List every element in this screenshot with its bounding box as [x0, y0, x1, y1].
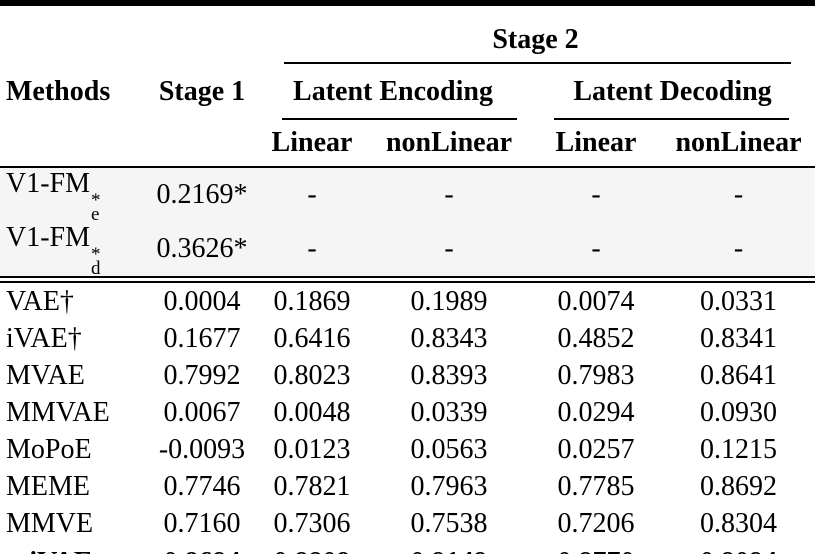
value-cell: 0.0930: [700, 396, 777, 428]
decoding-nonlinear-header: nonLinear: [662, 120, 815, 168]
table-row: MEME 0.7746 0.7821 0.7963 0.7785 0.8692: [0, 468, 815, 505]
value-cell: 0.0331: [700, 285, 777, 317]
section-divider: [0, 277, 815, 283]
value-cell: 0.1215: [700, 433, 777, 465]
value-cell: 0.9094: [662, 542, 815, 554]
value-cell: 0.1869: [273, 285, 351, 317]
stage2-header-row: Stage 2: [0, 3, 815, 64]
value-cell: -: [530, 222, 662, 278]
method-name: MEME: [6, 470, 90, 502]
value-cell: 0.7206: [557, 507, 635, 539]
value-cell: 0.7746: [163, 470, 241, 502]
value-cell: 0.0257: [557, 433, 635, 465]
value-cell: 0.8023: [273, 359, 351, 391]
table-row: VAE† 0.0004 0.1869 0.1989 0.0074 0.0331: [0, 282, 815, 320]
table-row: miVAE0.86940.88090.91490.87700.9094: [0, 542, 815, 554]
method-name: MoPoE: [6, 433, 92, 465]
table-row: MVAE 0.7992 0.8023 0.8393 0.7983 0.8641: [0, 357, 815, 394]
value-cell: 0.7538: [410, 507, 488, 539]
value-cell: 0.7992: [163, 359, 241, 391]
method-supsub: * e: [91, 190, 101, 225]
value-cell: 0.1677: [163, 322, 241, 354]
value-cell: 0.3626*: [148, 222, 256, 278]
value-cell: 0.8641: [700, 359, 777, 391]
subheader-row: Linear nonLinear Linear nonLinear: [0, 120, 815, 168]
decoding-linear-header: Linear: [530, 120, 662, 168]
value-cell: -: [530, 167, 662, 222]
value-cell: 0.8809: [256, 542, 368, 554]
stage1-header: Stage 1: [158, 76, 246, 107]
method-name: V1-FM * e: [0, 167, 148, 225]
table-row: V1-FM * d 0.3626* - - - -: [0, 222, 815, 279]
value-cell: 0.8343: [410, 322, 488, 354]
value-cell: 0.8770: [530, 542, 662, 554]
value-cell: 0.8692: [700, 470, 777, 502]
latent-encoding-header: Latent Encoding: [256, 64, 530, 120]
value-cell: 0.9149: [368, 542, 530, 554]
value-cell: 0.0294: [557, 396, 635, 428]
table-body: V1-FM * e 0.2169* - - - - V1-FM * d 0.3626* - - - - VAE†…: [0, 167, 815, 554]
method-name: VAE†: [6, 285, 74, 317]
value-cell: 0.0563: [410, 433, 488, 465]
value-cell: 0.8341: [700, 322, 777, 354]
value-cell: 0.0339: [410, 396, 488, 428]
method-name: MVAE: [6, 359, 85, 391]
value-cell: -: [256, 167, 368, 222]
value-cell: -: [368, 167, 530, 222]
value-cell: -: [368, 222, 530, 278]
section-divider-line: [0, 277, 815, 283]
method-supsub: * d: [91, 244, 101, 279]
table-row: iVAE† 0.1677 0.6416 0.8343 0.4852 0.8341: [0, 320, 815, 357]
method-name: MMVAE: [6, 396, 110, 428]
value-cell: -: [662, 222, 815, 278]
value-cell: 0.8304: [700, 507, 777, 539]
value-cell: 0.8393: [410, 359, 488, 391]
value-cell: 0.8694: [148, 542, 256, 554]
value-cell: 0.0074: [557, 285, 635, 317]
value-cell: 0.1989: [410, 285, 488, 317]
methods-header: Methods: [6, 76, 111, 107]
value-cell: -: [662, 167, 815, 222]
method-name: iVAE†: [6, 322, 82, 354]
value-cell: 0.7306: [273, 507, 351, 539]
value-cell: 0.0067: [163, 396, 241, 428]
method-name: V1-FM * d: [0, 222, 148, 279]
value-cell: 0.0004: [163, 285, 241, 317]
value-cell: 0.0048: [273, 396, 351, 428]
value-cell: 0.6416: [273, 322, 351, 354]
subheader-spacer: [148, 120, 256, 168]
table-row: MMVE 0.7160 0.7306 0.7538 0.7206 0.8304: [0, 505, 815, 542]
table-row: V1-FM * e 0.2169* - - - -: [0, 167, 815, 225]
value-cell: 0.7160: [163, 507, 241, 539]
value-cell: 0.7821: [273, 470, 351, 502]
subheader-spacer: [0, 120, 148, 168]
table-header: Stage 2 Methods Stage 1 Latent Encoding …: [0, 3, 815, 168]
stage2-header: Stage 2: [256, 3, 815, 64]
encoding-nonlinear-header: nonLinear: [368, 120, 530, 168]
method-name: miVAE: [0, 542, 148, 554]
table-row: MMVAE 0.0067 0.0048 0.0339 0.0294 0.0930: [0, 394, 815, 431]
encoding-linear-header: Linear: [256, 120, 368, 168]
value-cell: 0.7983: [557, 359, 635, 391]
value-cell: 0.7785: [557, 470, 635, 502]
group-header-row: Methods Stage 1 Latent Encoding Latent D…: [0, 64, 815, 120]
latent-decoding-header: Latent Decoding: [530, 64, 815, 120]
value-cell: -0.0093: [158, 433, 246, 465]
value-cell: 0.4852: [557, 322, 635, 354]
method-name: MMVE: [6, 507, 94, 539]
value-cell: 0.0123: [273, 433, 351, 465]
header-spacer: [0, 3, 256, 64]
table-row: MoPoE -0.0093 0.0123 0.0563 0.0257 0.1215: [0, 431, 815, 468]
value-cell: 0.2169*: [148, 167, 256, 222]
value-cell: -: [256, 222, 368, 278]
value-cell: 0.7963: [410, 470, 488, 502]
